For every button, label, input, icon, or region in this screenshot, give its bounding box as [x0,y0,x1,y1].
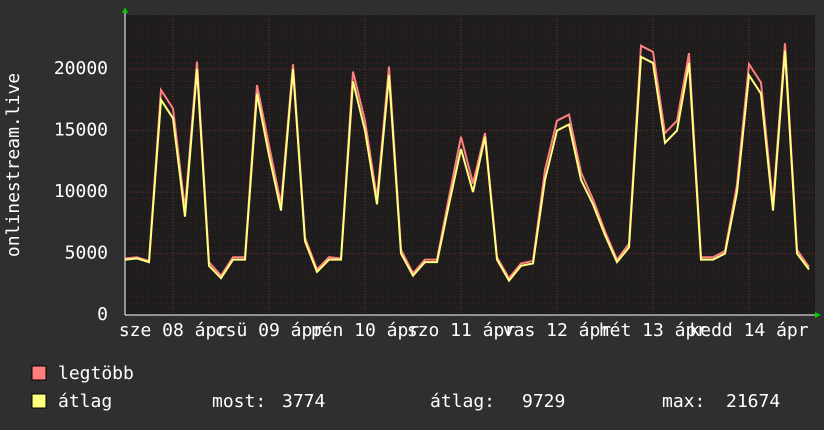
stat-value: 9729 [522,391,565,412]
lines [124,43,810,283]
stat-value: 21674 [726,391,780,412]
stat-label: max: [662,391,705,412]
axes [122,7,821,318]
y-tick-label: 20000 [54,58,108,79]
legend-label: legtöbb [58,363,134,384]
x-tick-label: sze 08 ápr [119,320,228,341]
series-line [124,50,810,283]
x-tick-label: vas 12 ápr [503,320,612,341]
legend-swatch [31,393,47,409]
x-tick-label: kedd 14 ápr [689,320,808,341]
y-arrow [122,7,128,13]
y-axis-label: onlinestream.live [3,73,24,257]
x-tick-label: szo 11 ápr [407,320,516,341]
x-arrow [815,312,821,318]
y-tick-label: 10000 [54,181,108,202]
legend-swatch [31,365,47,381]
stat-label: átlag: [430,391,495,412]
stat-label: most: [212,391,266,412]
y-tick-label: 5000 [65,243,108,264]
x-tick-label: hét 13 ápr [599,320,708,341]
plot-area [125,15,815,315]
legend: legtöbb átlag most: 3774 átlag: 9729 max: 21674 [31,363,780,412]
x-tick-label: csü 09 ápr [215,320,324,341]
legend-label: átlag [58,391,112,412]
stat-value: 3774 [282,391,325,412]
y-tick-label: 15000 [54,120,108,141]
x-tick-label: pén 10 ápr [311,320,420,341]
y-tick-label: 0 [97,304,108,325]
